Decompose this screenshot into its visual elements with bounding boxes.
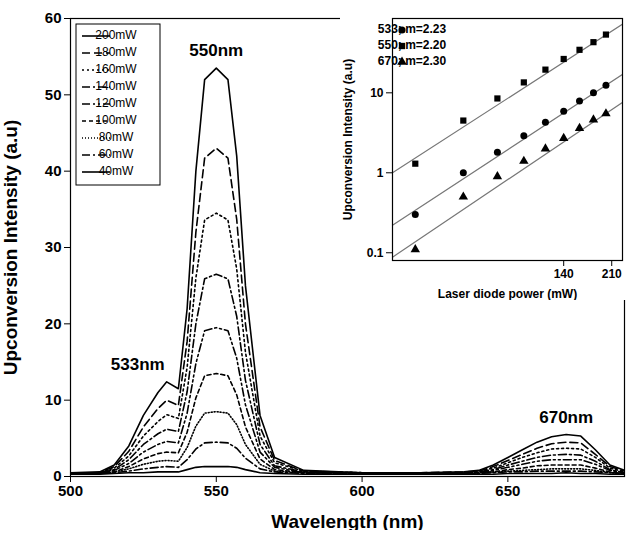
svg-text:Laser diode power (mW): Laser diode power (mW) [438, 287, 577, 301]
svg-text:160mW: 160mW [95, 62, 137, 76]
svg-text:10: 10 [45, 391, 62, 408]
svg-text:550: 550 [204, 482, 229, 499]
svg-text:Upconversion Intensity (a.u): Upconversion Intensity (a.u) [341, 59, 355, 220]
svg-text:10: 10 [370, 86, 384, 100]
svg-text:100mW: 100mW [95, 113, 137, 127]
svg-text:200mW: 200mW [95, 28, 137, 42]
svg-text:120mW: 120mW [95, 96, 137, 110]
svg-text:670nm: 670nm [539, 408, 593, 427]
svg-text:140: 140 [554, 267, 574, 281]
svg-text:500: 500 [58, 482, 83, 499]
svg-text:650: 650 [495, 482, 520, 499]
svg-text:550nm: 550nm [189, 41, 243, 60]
svg-text:1: 1 [377, 166, 384, 180]
svg-text:60: 60 [45, 9, 62, 26]
svg-text:40mW: 40mW [99, 164, 134, 178]
svg-text:20: 20 [45, 315, 62, 332]
svg-text:50: 50 [45, 86, 62, 103]
svg-text:Wavelength (nm): Wavelength (nm) [271, 511, 423, 531]
svg-text:0.1: 0.1 [367, 246, 384, 260]
svg-text:Upconversion Intensity (a.u): Upconversion Intensity (a.u) [0, 120, 21, 375]
svg-text:40: 40 [45, 162, 62, 179]
svg-text:30: 30 [45, 238, 62, 255]
svg-text:60mW: 60mW [99, 147, 134, 161]
svg-text:550; m=2.20: 550; m=2.20 [378, 38, 447, 52]
svg-text:600: 600 [350, 482, 375, 499]
svg-text:0: 0 [53, 467, 62, 485]
svg-text:670; m=2.30: 670; m=2.30 [378, 54, 447, 68]
svg-text:140mW: 140mW [95, 79, 137, 93]
svg-text:80mW: 80mW [99, 130, 134, 144]
svg-text:180mW: 180mW [95, 45, 137, 59]
svg-text:210: 210 [602, 267, 622, 281]
svg-text:533nm: 533nm [111, 355, 165, 374]
svg-text:533; m=2.23: 533; m=2.23 [378, 22, 447, 36]
